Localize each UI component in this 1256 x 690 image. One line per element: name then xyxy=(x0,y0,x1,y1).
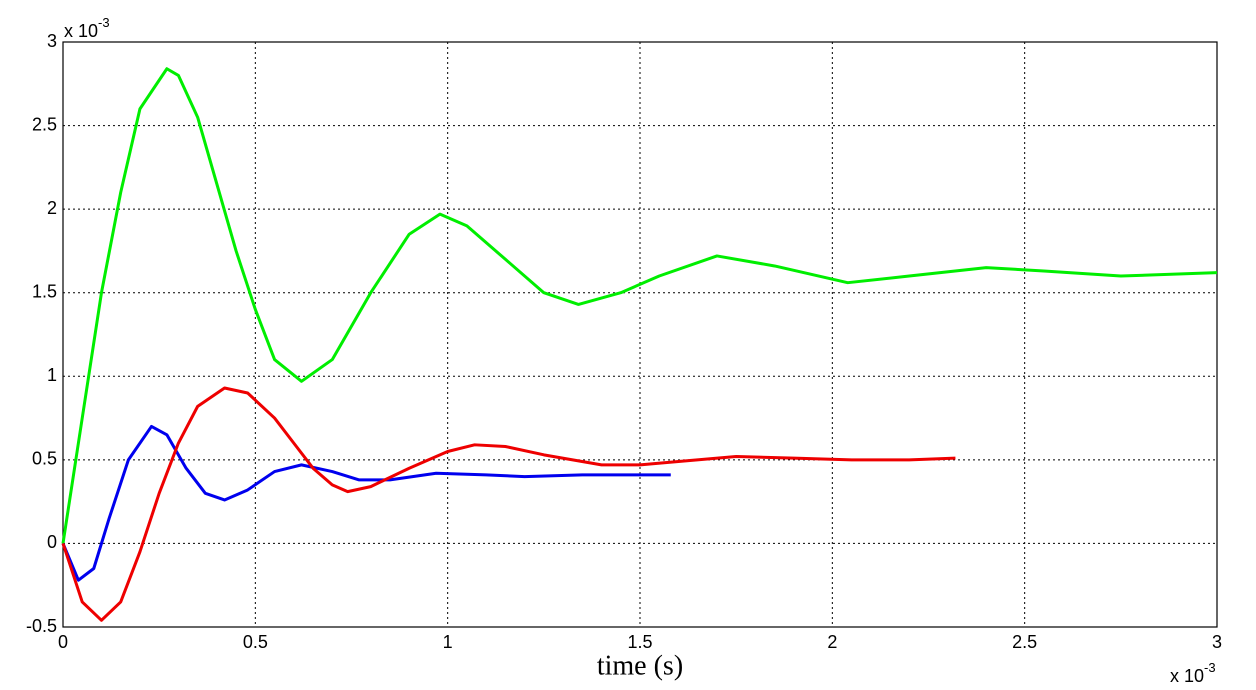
x-tick-label: 2 xyxy=(827,632,837,652)
y-multiplier-exponent: -3 xyxy=(98,15,110,30)
x-tick-label: 0.5 xyxy=(243,632,268,652)
x-multiplier-base: x 10 xyxy=(1170,666,1204,686)
y-tick-label: 1.5 xyxy=(32,281,57,301)
y-tick-label: 0.5 xyxy=(32,449,57,469)
x-tick-label: 2.5 xyxy=(1012,632,1037,652)
line-series xyxy=(61,67,1218,544)
y-tick-label: 3 xyxy=(47,31,57,51)
x-tick-label: 0 xyxy=(58,632,68,652)
plot-frame xyxy=(62,41,1218,628)
y-tick-label: 0 xyxy=(47,532,57,552)
x-tick-label: 1.5 xyxy=(627,632,652,652)
x-multiplier-exponent: -3 xyxy=(1204,660,1216,675)
x-axis-label: time (s) xyxy=(597,650,683,681)
y-tick-label: -0.5 xyxy=(26,616,57,636)
y-tick-label: 2 xyxy=(47,198,57,218)
y-multiplier: x 10-3 xyxy=(64,15,110,40)
x-multiplier: x 10-3 xyxy=(1170,660,1216,685)
y-multiplier-base: x 10 xyxy=(64,21,98,41)
line-series xyxy=(61,386,956,622)
y-tick-label: 2.5 xyxy=(32,114,57,134)
x-tick-label: 1 xyxy=(443,632,453,652)
line-series xyxy=(61,424,671,582)
x-tick-label: 3 xyxy=(1212,632,1222,652)
y-tick-label: 1 xyxy=(47,365,57,385)
